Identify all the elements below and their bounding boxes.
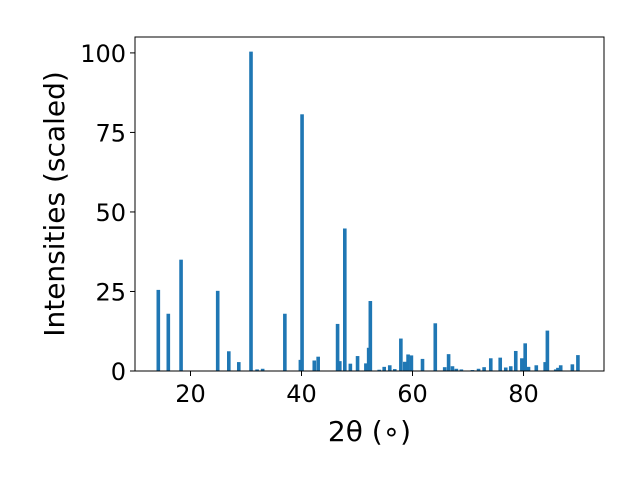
plot-frame: [134, 36, 605, 372]
y-tick-label: 25: [95, 278, 126, 306]
bar: [420, 358, 425, 371]
bar: [227, 351, 231, 371]
y-tick-label: 50: [95, 199, 126, 227]
y-tick-label: 0: [111, 358, 126, 386]
bar: [364, 363, 368, 371]
bar: [300, 114, 304, 372]
bar: [508, 366, 513, 371]
bar: [312, 360, 317, 371]
bar: [260, 368, 265, 371]
bar: [283, 313, 287, 371]
bar: [355, 356, 360, 371]
bar: [215, 290, 220, 371]
bar: [166, 313, 171, 371]
bar: [348, 363, 353, 371]
x-tick-label: 80: [508, 380, 539, 408]
bar: [446, 354, 451, 371]
x-tick-label: 40: [286, 380, 317, 408]
bar: [409, 355, 414, 371]
bar: [335, 323, 340, 371]
bar: [368, 301, 373, 371]
x-tick-label: 60: [397, 380, 428, 408]
bar: [553, 369, 558, 371]
x-axis: 20 40 60 80: [175, 371, 539, 408]
bar: [476, 368, 481, 371]
bar: [498, 357, 503, 371]
bar: [156, 289, 161, 371]
bar: [482, 367, 486, 371]
bar: [534, 365, 539, 371]
bar: [450, 366, 455, 371]
bar: [526, 366, 531, 371]
bar: [399, 338, 403, 371]
bar: [343, 228, 347, 371]
x-tick-label: 20: [175, 380, 206, 408]
bar: [249, 51, 253, 371]
bar: [377, 369, 382, 371]
bar: [382, 366, 387, 371]
x-axis-label: 2θ (∘): [328, 415, 411, 448]
bar: [520, 358, 524, 371]
bar: [316, 356, 320, 371]
bar: [503, 367, 508, 371]
bar: [543, 362, 547, 371]
bar: [255, 369, 259, 371]
bar: [338, 361, 342, 371]
bar: [442, 367, 447, 371]
bar: [392, 369, 397, 371]
bar: [488, 358, 493, 371]
y-axis-label: Intensities (scaled): [38, 71, 71, 337]
y-tick-label: 75: [95, 119, 126, 147]
y-tick-label: 100: [80, 40, 126, 68]
bar: [558, 365, 563, 371]
bar: [513, 350, 518, 371]
bar: [433, 323, 438, 371]
bar-series: [156, 51, 580, 372]
bar: [402, 361, 407, 371]
bar: [570, 364, 575, 371]
bar: [523, 343, 527, 371]
bar: [556, 367, 560, 371]
bar: [545, 330, 550, 371]
bar: [454, 368, 459, 371]
bar: [406, 354, 410, 371]
bar: [459, 369, 464, 371]
bar: [179, 259, 183, 371]
bar: [576, 355, 580, 371]
bar: [236, 362, 241, 371]
y-axis: 0 25 50 75 100: [80, 40, 135, 386]
bar: [387, 365, 392, 371]
